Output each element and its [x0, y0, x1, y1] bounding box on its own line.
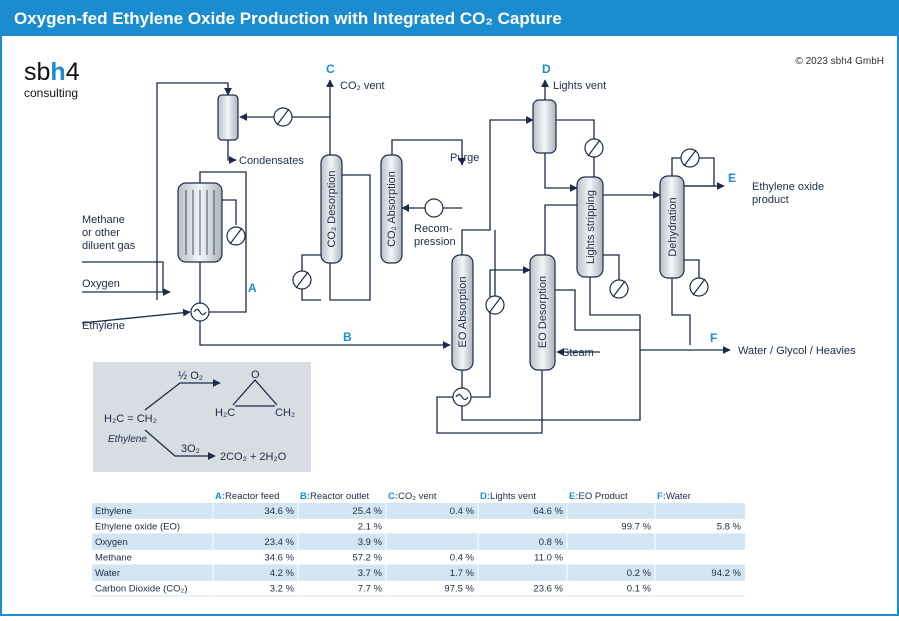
- reaction-text: H₂C: [215, 407, 235, 419]
- stream-label: Water / Glycol / Heavies: [738, 345, 856, 357]
- stream-label: Lights vent: [553, 80, 606, 92]
- table-cell: 94.2 %: [711, 568, 741, 579]
- stream-label: Steam: [562, 347, 594, 359]
- table-cell: 3.7 %: [358, 568, 383, 579]
- column-name: Water: [666, 491, 691, 502]
- point-label: B: [343, 330, 352, 344]
- page: Oxygen-fed Ethylene Oxide Production wit…: [0, 0, 899, 616]
- row-name: Oxygen: [95, 537, 128, 548]
- table-cell: 11.0 %: [534, 553, 563, 564]
- stream-label: Purge: [450, 152, 479, 164]
- reaction-text: Ethylene: [108, 434, 147, 445]
- table-cell: 1.7 %: [450, 568, 475, 579]
- reaction-text: O: [251, 369, 260, 381]
- equipment: [178, 95, 708, 406]
- table-cell: 0.1 %: [627, 584, 652, 595]
- table-cell: 4.2 %: [270, 568, 295, 579]
- reaction-box: ½ O₂ H₂C = CH₂ Ethylene O H₂C CH₂ 3O₂ 2C…: [93, 362, 311, 472]
- table-row: [92, 534, 745, 550]
- column-name: Lights vent: [490, 491, 536, 502]
- stream-label: Oxygen: [82, 278, 120, 290]
- column-name: Reactor outlet: [310, 491, 370, 502]
- logo-part: h: [50, 58, 65, 86]
- table-cell: 23.4 %: [264, 537, 294, 548]
- table-cell: 0.4 %: [450, 506, 475, 517]
- unit-label: Lights stripping: [585, 190, 597, 264]
- table-cell: 97.5 %: [444, 584, 474, 595]
- unit-label: EO Desorption: [537, 276, 549, 348]
- stream-label: product: [752, 194, 789, 206]
- table-cell: 0.4 %: [450, 553, 475, 564]
- column-header: F:Water: [657, 491, 691, 502]
- column-header: A:Reactor feed: [215, 491, 279, 502]
- table-row: [92, 503, 745, 519]
- stream-label: CO₂ vent: [340, 80, 385, 92]
- column-letter: C:: [388, 491, 398, 502]
- table-cell: 3.2 %: [270, 584, 295, 595]
- row-name: Ethylene: [95, 506, 132, 517]
- table-cell: 99.7 %: [621, 522, 651, 533]
- table-cell: 64.6 %: [533, 506, 563, 517]
- table-cell: 0.8 %: [539, 537, 564, 548]
- table-cell: 3.9 %: [358, 537, 383, 548]
- reaction-text: ½ O₂: [178, 370, 203, 382]
- stream-label: or other: [82, 227, 120, 239]
- column-letter: B:: [300, 491, 310, 502]
- unit-label: Dehydration: [667, 197, 679, 256]
- unit-labels: CO₂ Desorption CO₂ Absorption EO Absorpt…: [326, 170, 679, 348]
- stream-label: Condensates: [239, 155, 304, 167]
- column-letter: A:: [215, 491, 225, 502]
- table-row: [92, 550, 745, 566]
- composition-table: A:Reactor feed B:Reactor outlet C:CO₂ vent…: [92, 491, 745, 596]
- unit-label: EO Absorption: [457, 277, 469, 348]
- point-label: C: [326, 62, 335, 76]
- point-label: A: [248, 281, 257, 295]
- stream-label: Recom-: [414, 223, 453, 235]
- column-letter: E:: [569, 491, 579, 502]
- logo-part: 4: [66, 58, 80, 86]
- column-header: E:EO Product: [569, 491, 628, 502]
- logo-part: sb: [24, 58, 50, 86]
- unit-label: CO₂ Desorption: [326, 170, 338, 247]
- logo-tagline: consulting: [24, 86, 78, 100]
- row-name: Ethylene oxide (EO): [95, 522, 180, 533]
- table-cell: 2.1 %: [358, 522, 383, 533]
- table-cell: 34.6 %: [264, 506, 294, 517]
- table-cell: 34.6 %: [264, 553, 294, 564]
- table-cell: 5.8 %: [717, 522, 742, 533]
- point-label: E: [728, 171, 736, 185]
- point-label: D: [542, 62, 551, 76]
- reaction-text: 2CO₂ + 2H₂O: [220, 451, 287, 463]
- column-name: EO Product: [579, 491, 628, 502]
- stream-label: diluent gas: [82, 240, 136, 252]
- reaction-text: H₂C = CH₂: [104, 413, 157, 425]
- diagram-page: Oxygen-fed Ethylene Oxide Production wit…: [0, 0, 899, 616]
- column-header: D:Lights vent: [480, 491, 536, 502]
- reaction-text: 3O₂: [181, 443, 200, 455]
- logo: sbh4: [24, 58, 80, 86]
- column-name: Reactor feed: [225, 491, 279, 502]
- table-cell: 0.2 %: [627, 568, 652, 579]
- unit-label: CO₂ Absorption: [386, 171, 398, 247]
- column-name: CO₂ vent: [398, 491, 437, 502]
- row-name: Carbon Dioxide (CO₂): [95, 584, 187, 595]
- title: Oxygen-fed Ethylene Oxide Production wit…: [14, 9, 562, 28]
- copyright: © 2023 sbh4 GmbH: [795, 56, 884, 67]
- row-name: Methane: [95, 553, 132, 564]
- stream-label: Ethylene: [82, 320, 125, 332]
- point-label: F: [710, 331, 717, 345]
- stream-label: Methane: [82, 214, 125, 226]
- stream-label: pression: [414, 236, 456, 248]
- table-cell: 23.6 %: [533, 584, 563, 595]
- column-letter: D:: [480, 491, 490, 502]
- stream-label: Ethylene oxide: [752, 181, 824, 193]
- reaction-text: CH₂: [275, 407, 295, 419]
- table-cell: 7.7 %: [358, 584, 383, 595]
- row-name: Water: [95, 568, 120, 579]
- column-header: C:CO₂ vent: [388, 491, 437, 502]
- table-cell: 25.4 %: [352, 506, 382, 517]
- column-letter: F:: [657, 491, 666, 502]
- column-header: B:Reactor outlet: [300, 491, 370, 502]
- table-cell: 57.2 %: [352, 553, 382, 564]
